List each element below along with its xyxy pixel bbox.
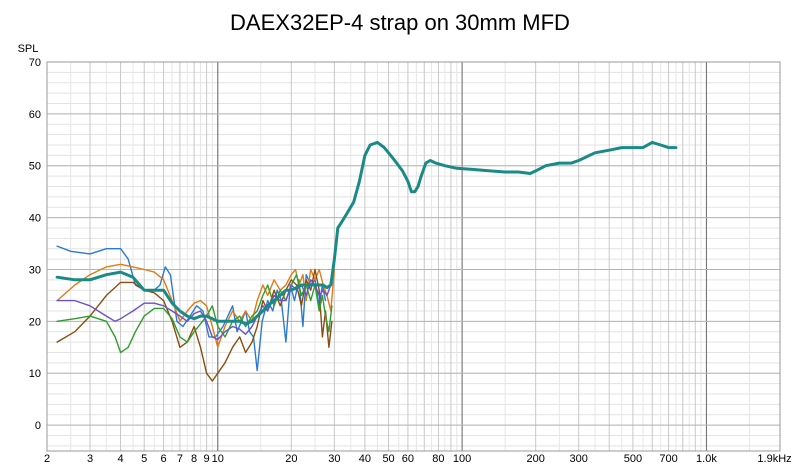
x-tick-label: 20 [285,453,297,465]
x-tick-label: 50 [382,453,394,465]
x-tick-label: 200 [526,453,544,465]
y-tick-label: 60 [29,109,41,121]
x-tick-label: 7 [177,453,183,465]
x-tick-label: 3 [87,453,93,465]
y-tick-label: 70 [29,57,41,69]
x-tick-label: 6 [161,453,167,465]
y-tick-label: 10 [29,368,41,380]
series-line-6 [55,140,678,326]
x-tick-label: 1.9kHz [757,453,791,465]
x-tick-label: 40 [359,453,371,465]
y-tick-label: 0 [35,420,41,432]
series-line-5 [56,279,332,341]
y-tick-label: 40 [29,213,41,225]
plot-area-frame [46,61,781,452]
x-tick-label: 500 [624,453,642,465]
chart-title: DAEX32EP-4 strap on 30mm MFD [230,10,570,35]
x-tick-label: 30 [328,453,340,465]
y-tick-labels: 0 10 20 30 40 50 60 70 [29,57,41,432]
x-tick-label: 300 [570,453,588,465]
x-tick-label: 9 [204,453,210,465]
grid-lines [47,61,780,451]
x-tick-label: 10 [212,453,224,465]
y-tick-label: 20 [29,316,41,328]
y-tick-label: 30 [29,264,41,276]
series-lines [55,140,678,382]
x-tick-label: 5 [141,453,147,465]
y-axis-label: SPL [18,43,39,55]
y-tick-label: 50 [29,161,41,173]
x-tick-label: 4 [117,453,123,465]
x-tick-label: 100 [453,453,471,465]
x-tick-label: 700 [659,453,677,465]
x-tick-label: 60 [402,453,414,465]
x-tick-labels: 2 3 4 5 6 7 8 9 10 20 30 40 50 60 80 100 200 300 500 700 1.0… [44,453,792,465]
x-tick-label: 80 [432,453,444,465]
x-tick-label: 1.0k [696,453,717,465]
plot-area-background [47,62,780,451]
x-tick-label: 8 [191,453,197,465]
x-tick-label: 2 [44,453,50,465]
